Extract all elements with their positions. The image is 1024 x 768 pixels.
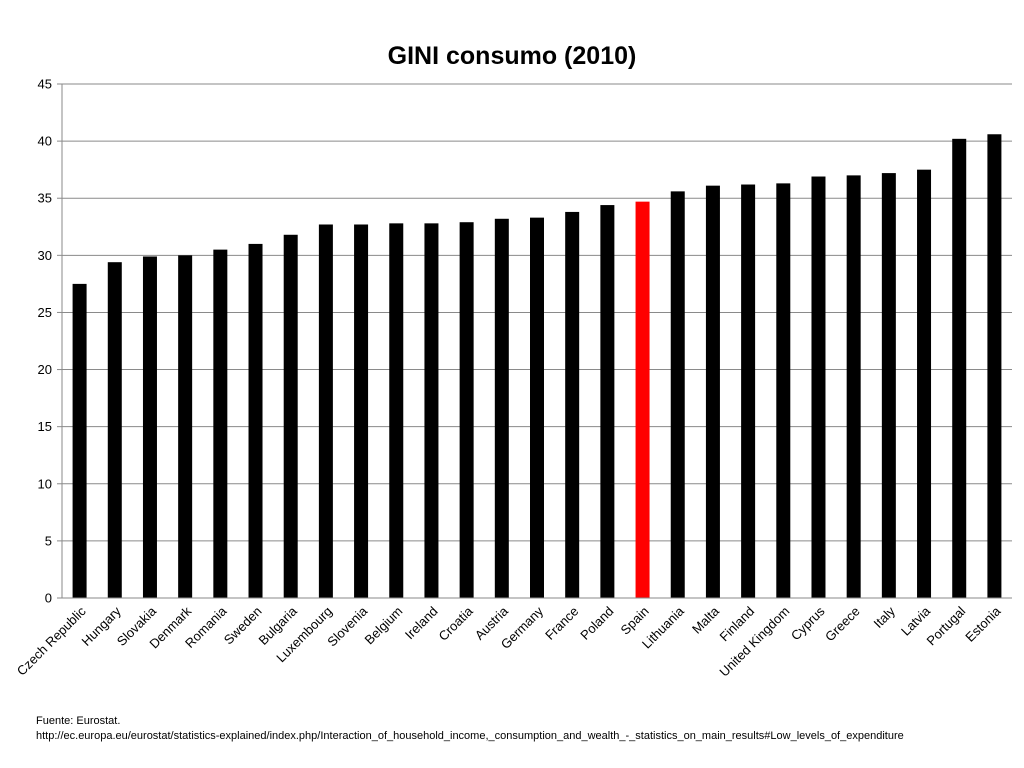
bar [670,191,685,598]
bar [811,176,826,598]
bar [987,134,1002,598]
bar [142,256,157,598]
bar [600,205,615,598]
bar [881,173,896,599]
x-category-label: Ireland [402,604,441,643]
x-category-label: Cyprus [788,603,828,643]
y-axis-ticks: 0 5 10 15 20 25 30 35 40 45 [38,77,62,606]
bar-chart: GINI consumo (2010) 0 5 10 15 20 25 30 35 40 45 C… [14,42,1012,680]
y-tick-label: 25 [38,305,52,320]
y-tick-label: 20 [38,362,52,377]
bar [248,243,263,598]
bar [635,201,650,598]
bars [72,134,1002,599]
bar [459,222,474,598]
chart-title: GINI consumo (2010) [388,42,637,70]
bar [354,224,369,598]
y-tick-label: 15 [38,419,52,434]
bar [178,255,193,599]
bar [283,234,298,599]
x-category-label: Slovenia [324,603,370,649]
bar [389,223,404,598]
y-tick-label: 5 [45,533,52,548]
bar [952,138,967,598]
bar [741,184,756,598]
source-note: Fuente: Eurostat. http://ec.europa.eu/eu… [36,714,904,744]
bar [494,218,509,598]
y-tick-label: 10 [38,476,52,491]
bar [107,262,122,598]
x-category-label: Croatia [436,603,477,644]
y-tick-label: 35 [38,191,52,206]
bar [917,169,932,598]
bar [213,249,228,598]
x-axis-labels: Czech RepublicHungarySlovakiaDenmarkRoma… [14,603,1004,680]
x-category-label: Portugal [923,603,968,648]
y-tick-label: 45 [38,77,52,92]
bar [424,223,439,598]
bar [565,211,580,598]
bar [72,283,87,598]
x-category-label: Greece [822,604,863,645]
source-url: http://ec.europa.eu/eurostat/statistics-… [36,730,904,742]
bar [776,183,791,598]
bar [318,224,333,598]
x-category-label: France [542,604,581,643]
bar [705,185,720,598]
y-tick-label: 40 [38,134,52,149]
x-category-label: Italy [871,603,899,631]
x-category-label: Belgium [362,604,406,648]
x-category-label: Poland [577,604,616,643]
y-tick-label: 0 [45,591,52,606]
bar [846,175,861,598]
source-label: Fuente: Eurostat. [36,715,121,727]
x-category-label: Czech Republic [14,603,89,678]
bar [530,217,544,598]
y-tick-label: 30 [38,248,52,263]
x-category-label: Estonia [962,603,1004,645]
